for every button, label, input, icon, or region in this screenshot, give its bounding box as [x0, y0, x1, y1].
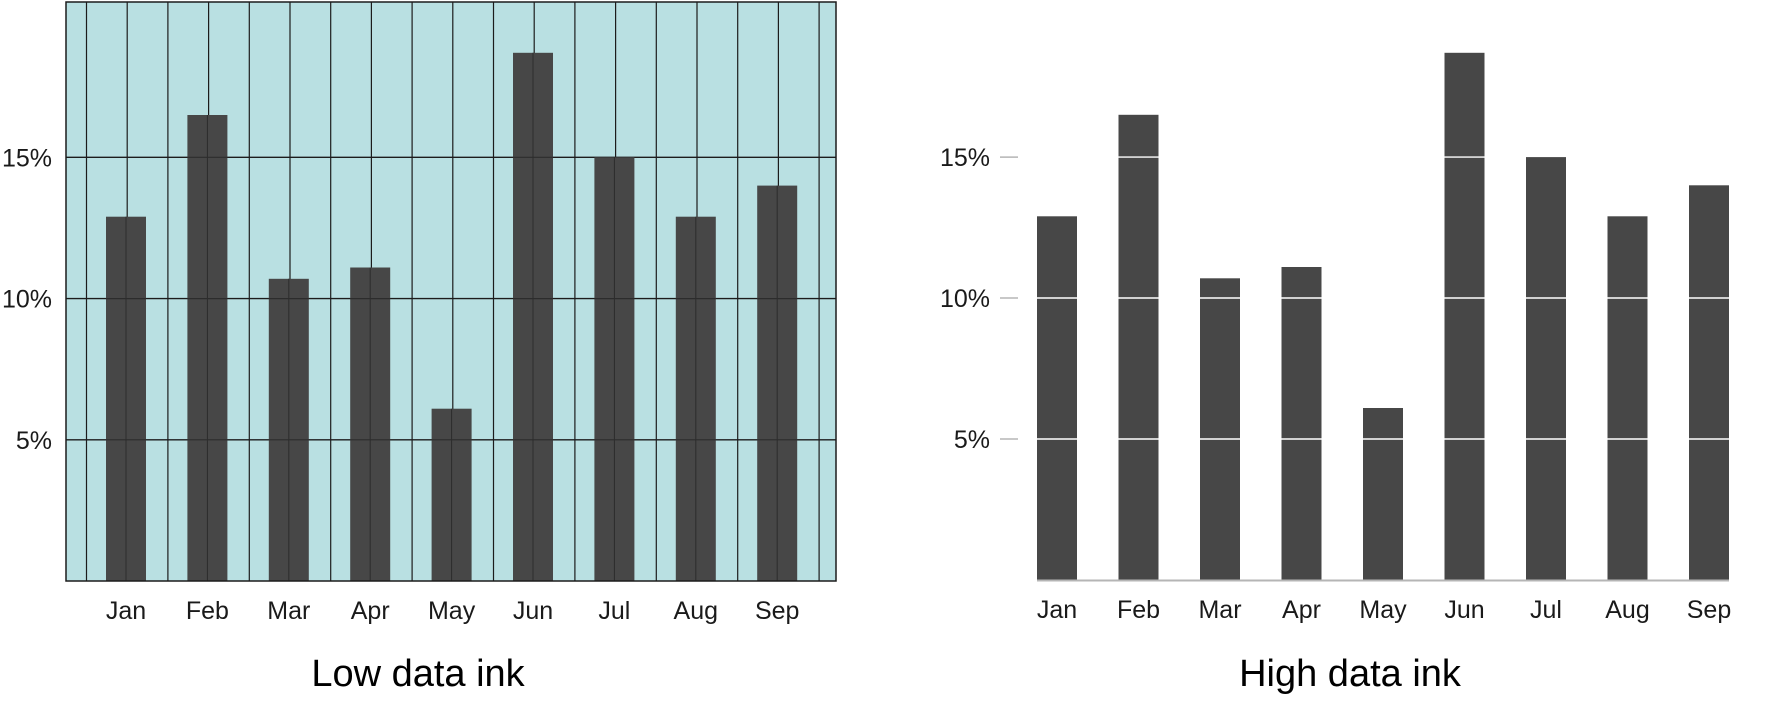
gridlines-in-bars [1037, 156, 1729, 440]
x-tick-label: Mar [267, 597, 310, 625]
y-tick-label: 5% [16, 427, 52, 455]
bar-mar [1200, 278, 1240, 580]
x-tick-label: Aug [674, 597, 718, 625]
x-tick-label: Sep [1687, 596, 1731, 624]
y-tick-label: 15% [940, 144, 990, 172]
x-tick-label: Mar [1198, 596, 1241, 624]
bar-sep [1689, 185, 1729, 581]
x-tick-label: Apr [351, 597, 390, 625]
x-tick-label: Jun [513, 597, 553, 625]
low-data-ink-chart: 5% 10% 15% Jan Feb Mar Apr May Jun Jul Aug Sep Low… [2, 1, 837, 695]
bar-jan [1037, 216, 1077, 581]
y-tick-label: 15% [2, 144, 52, 172]
x-tick-label: Apr [1282, 596, 1321, 624]
bar-jun [1444, 52, 1485, 581]
x-axis-tick-labels: Jan Feb Mar Apr May Jun Jul Aug Sep [1037, 596, 1731, 624]
bar-aug [1607, 216, 1648, 581]
x-tick-label: May [1359, 596, 1407, 624]
x-tick-label: Jul [598, 597, 630, 625]
x-tick-label: Aug [1605, 596, 1649, 624]
bar-jul [1526, 157, 1566, 580]
high-data-ink-chart: 5% 10% 15% Jan Feb Mar Apr May Jun Jul Aug Sep Hig… [940, 52, 1731, 695]
x-axis-tick-labels: Jan Feb Mar Apr May Jun Jul Aug Sep [106, 597, 800, 625]
x-tick-label: Jul [1530, 596, 1562, 624]
y-tick-label: 10% [2, 286, 52, 314]
y-axis-tick-labels: 5% 10% 15% [2, 144, 52, 455]
plot-frame [65, 1, 837, 582]
bar-may [1363, 408, 1403, 580]
x-tick-label: Sep [755, 597, 799, 625]
bar-feb [1118, 114, 1159, 581]
bar-series [106, 52, 798, 582]
x-tick-label: May [428, 597, 476, 625]
chart-caption: Low data ink [311, 653, 525, 695]
x-tick-label: Jan [1037, 596, 1077, 624]
chart-caption: High data ink [1239, 653, 1462, 695]
bar-series [1037, 52, 1729, 581]
x-tick-label: Feb [186, 597, 229, 625]
x-tick-label: Jan [106, 597, 146, 625]
bar-apr [1281, 267, 1322, 580]
y-axis-ticks: 5% 10% 15% [940, 144, 1018, 454]
y-tick-label: 10% [940, 285, 990, 313]
y-tick-label: 5% [954, 426, 990, 454]
x-tick-label: Jun [1444, 596, 1484, 624]
x-tick-label: Feb [1117, 596, 1160, 624]
